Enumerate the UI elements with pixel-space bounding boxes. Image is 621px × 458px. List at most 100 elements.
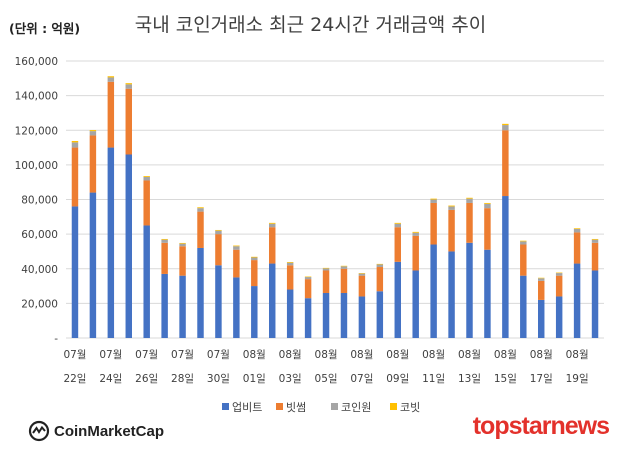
x-tick-month: 08월 [386, 349, 409, 361]
bar-3-18 [376, 264, 384, 268]
bar-3-20 [412, 232, 419, 236]
x-tick-day: 19일 [566, 372, 589, 385]
x-tick-day: 07일 [350, 372, 373, 385]
bar-1-17 [358, 296, 366, 338]
bar-2-11 [251, 260, 258, 287]
bar-4-4 [125, 83, 132, 85]
bar-4-27 [538, 277, 545, 279]
bar-1-2 [89, 192, 97, 338]
bar-1-23 [466, 242, 473, 338]
y-tick-label: 100,000 [15, 160, 58, 172]
bar-1-30 [591, 270, 599, 338]
bar-3-22 [448, 206, 455, 210]
x-tick-day: 24일 [99, 372, 122, 385]
bar-4-28 [555, 272, 563, 274]
bar-1-1 [71, 206, 79, 338]
x-tick-month: 07월 [99, 349, 122, 361]
bar-4-17 [358, 273, 366, 274]
bar-4-29 [573, 228, 581, 229]
x-tick-day: 05일 [315, 372, 338, 385]
bar-2-21 [430, 202, 437, 245]
bar-4-16 [340, 265, 348, 267]
bar-4-24 [484, 202, 491, 204]
bar-1-25 [502, 196, 509, 338]
bar-1-29 [573, 263, 581, 338]
x-tick-month: 08월 [350, 349, 373, 361]
bar-2-7 [179, 246, 186, 276]
bar-2-8 [197, 211, 204, 248]
bar-2-6 [161, 242, 168, 274]
bar-2-14 [304, 279, 312, 299]
bar-1-21 [430, 244, 437, 338]
x-tick-day: 28일 [171, 372, 194, 385]
bar-1-15 [322, 292, 330, 338]
bar-1-24 [484, 249, 491, 338]
bar-1-14 [304, 298, 312, 338]
bar-3-25 [502, 125, 509, 131]
bar-4-3 [107, 76, 115, 78]
bar-4-13 [286, 261, 294, 263]
bar-3-10 [233, 246, 240, 250]
bar-2-1 [71, 147, 79, 207]
bar-3-6 [161, 239, 168, 243]
coinmarketcap-wordmark: CoinMarketCap [54, 422, 165, 440]
bar-4-1 [71, 140, 79, 143]
x-tick-day: 30일 [207, 372, 230, 385]
bar-4-30 [591, 238, 599, 240]
bar-4-23 [466, 197, 473, 199]
y-tick-label: 20,000 [21, 298, 58, 310]
bar-3-17 [358, 273, 366, 276]
bar-1-18 [376, 291, 384, 338]
bar-2-12 [269, 227, 276, 264]
y-tick-label: 140,000 [15, 91, 58, 103]
bar-2-2 [89, 135, 97, 193]
bar-2-23 [466, 202, 473, 243]
x-tick-day: 11일 [422, 372, 445, 385]
bar-1-5 [143, 225, 150, 338]
bar-2-3 [107, 81, 115, 148]
coinmarketcap-logo: CoinMarketCap [28, 420, 164, 442]
bar-1-8 [197, 247, 204, 338]
x-tick-day: 03일 [279, 372, 302, 385]
bar-3-2 [89, 131, 97, 136]
bar-2-24 [484, 208, 491, 250]
bar-2-18 [376, 267, 384, 292]
bar-2-19 [394, 227, 401, 262]
bar-4-21 [430, 198, 437, 200]
x-tick-month: 07월 [171, 349, 194, 361]
bar-4-8 [197, 207, 204, 209]
legend-label: 빗썸 [286, 401, 306, 414]
legend-swatch [390, 403, 397, 410]
bar-2-22 [448, 209, 455, 252]
bar-1-9 [215, 265, 222, 338]
bar-3-16 [340, 266, 348, 269]
legend-label: 업비트 [232, 401, 262, 414]
bar-1-19 [394, 261, 401, 338]
bar-4-26 [520, 240, 527, 242]
bar-1-22 [448, 251, 455, 338]
legend-swatch [331, 403, 338, 410]
y-tick-label: 40,000 [21, 264, 58, 276]
bar-4-5 [143, 176, 150, 177]
bar-3-12 [269, 223, 276, 228]
legend-swatch [276, 403, 283, 410]
bar-2-16 [340, 268, 348, 293]
x-tick-month: 08월 [566, 349, 589, 361]
x-tick-day: 26일 [135, 372, 158, 385]
x-tick-day: 09일 [386, 372, 409, 385]
bar-3-23 [466, 198, 473, 203]
bar-1-26 [520, 275, 527, 338]
bar-3-19 [394, 223, 401, 228]
bar-2-9 [215, 234, 222, 266]
bar-3-28 [555, 273, 563, 276]
bar-3-24 [484, 203, 491, 209]
bar-2-27 [538, 280, 545, 300]
bar-1-13 [286, 289, 294, 338]
bar-2-10 [233, 249, 240, 278]
x-tick-day: 15일 [494, 372, 517, 385]
bar-1-7 [179, 275, 186, 338]
bar-3-4 [125, 84, 132, 89]
bar-2-13 [286, 265, 294, 290]
